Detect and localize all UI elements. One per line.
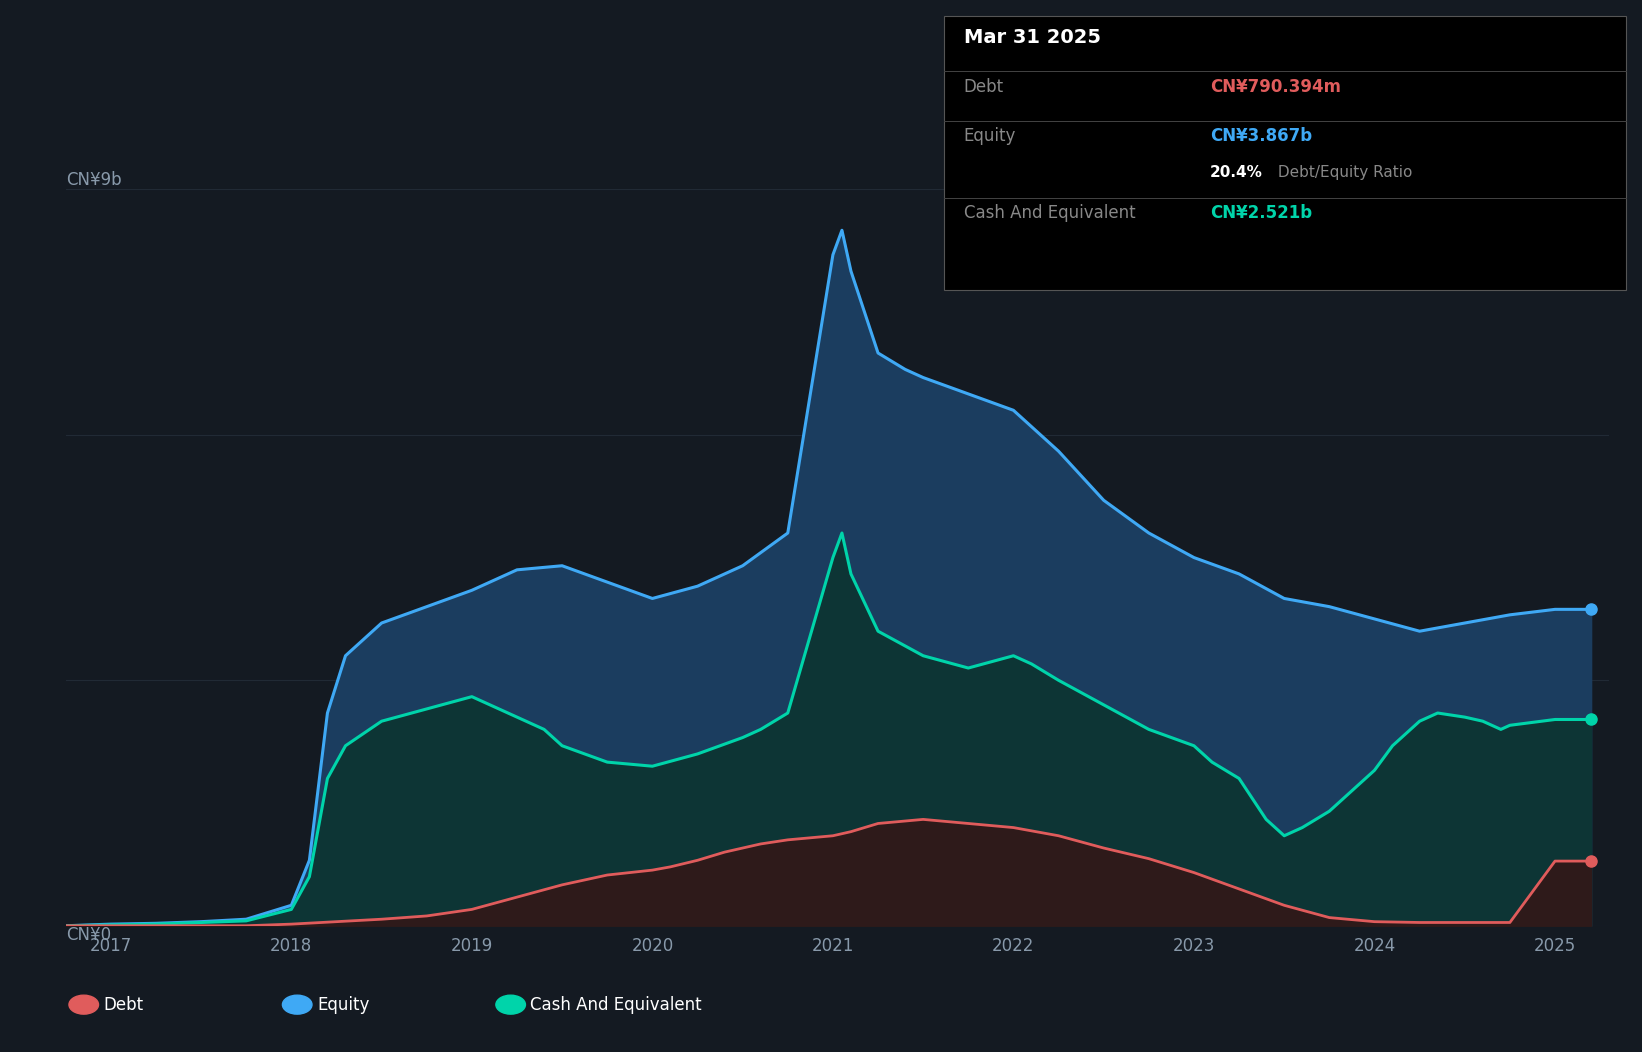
Text: Cash And Equivalent: Cash And Equivalent — [530, 995, 703, 1014]
Text: CN¥0: CN¥0 — [66, 926, 110, 944]
Text: Cash And Equivalent: Cash And Equivalent — [964, 204, 1136, 222]
Text: CN¥790.394m: CN¥790.394m — [1210, 78, 1342, 96]
Text: Mar 31 2025: Mar 31 2025 — [964, 28, 1100, 47]
Text: CN¥2.521b: CN¥2.521b — [1210, 204, 1312, 222]
Text: Debt: Debt — [103, 995, 143, 1014]
Text: Debt/Equity Ratio: Debt/Equity Ratio — [1273, 165, 1412, 180]
Text: Equity: Equity — [317, 995, 369, 1014]
Text: 20.4%: 20.4% — [1210, 165, 1263, 180]
Text: CN¥9b: CN¥9b — [66, 171, 122, 189]
Text: Equity: Equity — [964, 127, 1016, 145]
Text: CN¥3.867b: CN¥3.867b — [1210, 127, 1312, 145]
Text: Debt: Debt — [964, 78, 1003, 96]
